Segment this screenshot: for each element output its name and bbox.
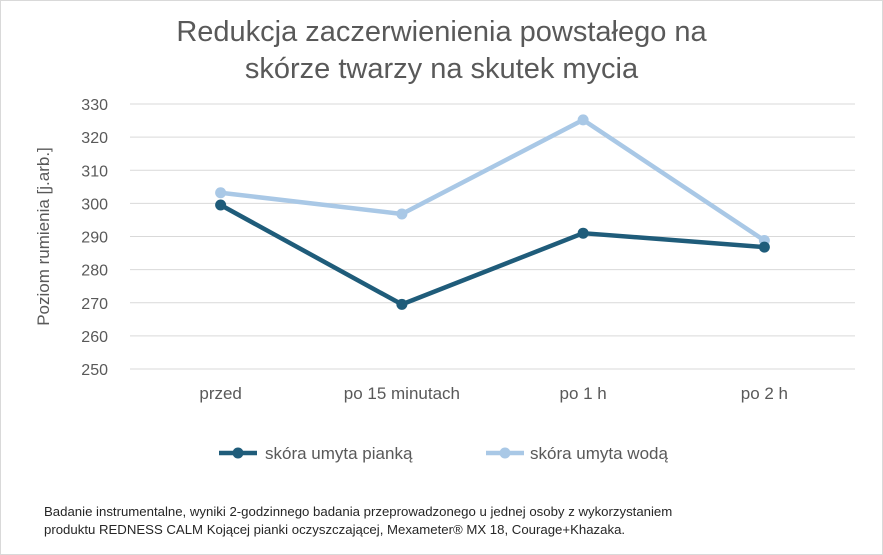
legend-label-1: skóra umyta wodą [530, 444, 668, 463]
x-tick-label-0: przed [199, 384, 242, 403]
legend-label-0: skóra umyta pianką [265, 444, 413, 463]
y-tick-label-300: 300 [81, 196, 108, 213]
series-1-point-1 [396, 208, 408, 220]
series-0-point-0 [215, 199, 227, 211]
series-1-point-2 [577, 114, 589, 126]
y-tick-label-280: 280 [81, 263, 108, 280]
y-axis-label: Poziom rumienia [j.arb.] [34, 147, 53, 326]
y-tick-label-330: 330 [81, 97, 108, 114]
series-0-point-1 [396, 298, 408, 310]
x-tick-label-3: po 2 h [741, 384, 788, 403]
series-1-point-0 [215, 187, 227, 199]
legend-marker-1 [499, 447, 511, 459]
chart-footnote: Badanie instrumentalne, wyniki 2-godzinn… [44, 503, 864, 539]
y-tick-label-270: 270 [81, 296, 108, 313]
footnote-line-1: Badanie instrumentalne, wyniki 2-godzinn… [44, 504, 673, 519]
chart-title-line-2: skórze twarzy na skutek mycia [244, 53, 639, 85]
x-tick-label-2: po 1 h [559, 384, 606, 403]
chart-title: Redukcja zaczerwienienia powstałego na s… [0, 14, 883, 88]
y-tick-label-250: 250 [81, 362, 108, 379]
y-tick-label-310: 310 [81, 163, 108, 180]
series-line-0 [218, 202, 767, 307]
y-tick-label-290: 290 [81, 230, 108, 247]
chart-title-line-1: Redukcja zaczerwienienia powstałego na [176, 16, 707, 48]
series-0-point-2 [577, 227, 589, 239]
legend-marker-0 [232, 447, 244, 459]
series-0-point-3 [758, 241, 770, 253]
series-line-1 [218, 117, 767, 243]
footnote-line-2: produktu REDNESS CALM Kojącej pianki ocz… [44, 522, 626, 537]
x-tick-label-1: po 15 minutach [344, 384, 460, 403]
y-tick-label-260: 260 [81, 329, 108, 346]
y-tick-label-320: 320 [81, 130, 108, 147]
